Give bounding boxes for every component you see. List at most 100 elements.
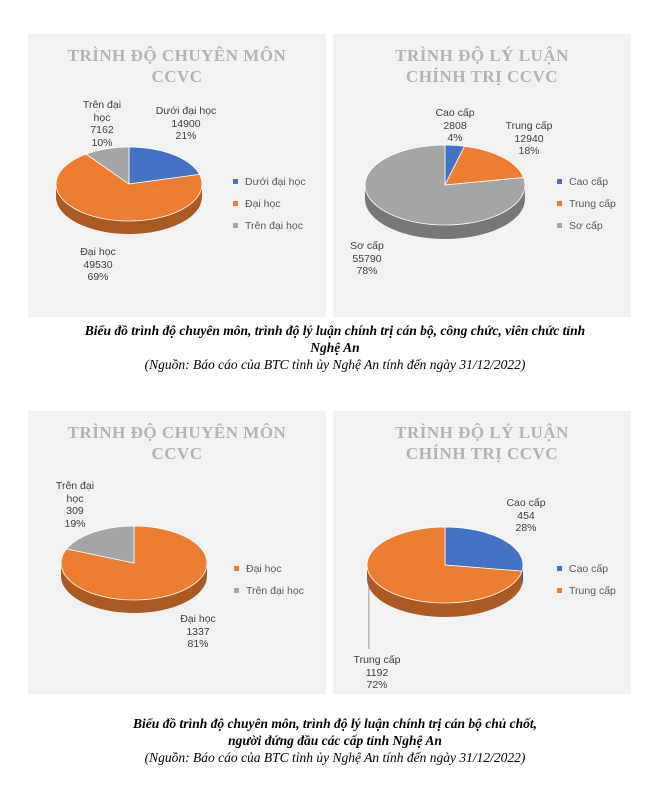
legend-swatch — [557, 223, 562, 228]
legend-item: Trên đại học — [233, 219, 306, 232]
legend-label: Sơ cấp — [569, 219, 603, 232]
caption-title-line: Biểu đồ trình độ chuyên môn, trình độ lý… — [84, 323, 586, 338]
legend-item: Trung cấp — [557, 584, 616, 597]
legend-item: Trung cấp — [557, 197, 616, 210]
data-label-category: Trên đại học — [55, 480, 95, 505]
chart-legend: Cao cấp Trung cấp Sơ cấp — [557, 175, 616, 241]
caption-source: (Nguồn: Báo cáo của BTC tỉnh ủy Nghệ An … — [144, 750, 526, 765]
chart-title-line: TRÌNH ĐỘ CHUYÊN MÔN — [67, 46, 287, 65]
legend-swatch — [233, 223, 238, 228]
data-label-percent: 19% — [64, 517, 86, 530]
pie-slice-side — [61, 563, 207, 613]
data-label: Trên đại học 309 19% — [53, 480, 97, 530]
legend-label: Trung cấp — [569, 197, 616, 210]
data-label-category: Trung cấp — [505, 120, 553, 132]
legend-item: Cao cấp — [557, 562, 616, 575]
legend-swatch — [234, 566, 239, 571]
caption-title-line: Nghệ An — [310, 340, 360, 355]
data-label-percent: 28% — [515, 522, 537, 534]
legend-label: Trên đại học — [245, 219, 303, 232]
legend-label: Cao cấp — [569, 562, 609, 575]
pie-depth — [56, 184, 202, 234]
pie-slice-side — [367, 565, 522, 617]
pie-slice-side — [365, 185, 525, 239]
pie-slice — [128, 146, 201, 185]
pie-slice-side — [521, 565, 523, 586]
legend-swatch — [557, 179, 562, 184]
pie-chart-2 — [364, 144, 526, 239]
data-label-category: Cao cấp — [506, 497, 546, 509]
pie-slice — [444, 145, 525, 186]
data-label-category: Cao cấp — [435, 107, 475, 119]
chart-title-line: CCVC — [151, 67, 203, 86]
pie-slice — [444, 526, 524, 572]
chart-panel-3: TRÌNH ĐỘ CHUYÊN MÔN CCVC Trên đại học 30… — [28, 411, 326, 694]
legend-swatch — [233, 179, 238, 184]
chart-title: TRÌNH ĐỘ CHUYÊN MÔN CCVC — [28, 45, 326, 87]
data-label-value: 14900 — [171, 117, 201, 130]
data-label-value: 309 — [66, 505, 84, 517]
data-label-percent: 72% — [366, 679, 388, 691]
pie-slice — [364, 144, 526, 226]
data-label: Trung cấp 1192 72% — [349, 654, 405, 692]
data-label-category: Trên đại học — [82, 99, 122, 124]
pie-slice-side — [56, 184, 202, 234]
pie-top — [364, 144, 526, 226]
pie-top — [366, 526, 524, 604]
data-label: Trên đại học 7162 10% — [81, 99, 123, 149]
pie-top — [60, 525, 208, 601]
legend-label: Cao cấp — [569, 175, 609, 188]
data-label-category: Trung cấp — [353, 654, 401, 666]
data-label-percent: 18% — [518, 145, 540, 157]
legend-swatch — [234, 588, 239, 593]
pie-chart-3 — [60, 525, 208, 613]
data-label: Dưới đại học 14900 21% — [155, 105, 217, 143]
chart-legend: Dưới đại học Đại học Trên đại học — [233, 175, 306, 241]
figure-caption-1: Biểu đồ trình độ chuyên môn, trình độ lý… — [0, 322, 670, 373]
chart-title-line: CHÍNH TRỊ CCVC — [405, 67, 559, 86]
data-label: Sơ cấp 55790 78% — [340, 240, 394, 278]
legend-item: Đại học — [233, 197, 306, 210]
legend-swatch — [557, 201, 562, 206]
data-label-value: 454 — [517, 509, 535, 522]
legend-swatch — [557, 566, 562, 571]
pie-slice — [85, 146, 130, 185]
legend-label: Trung cấp — [569, 584, 616, 597]
pie-chart-4 — [366, 526, 524, 649]
data-label: Cao cấp 454 28% — [501, 497, 551, 535]
legend-swatch — [557, 588, 562, 593]
pie-depth — [367, 565, 523, 617]
data-label-value: 1192 — [365, 666, 389, 679]
data-label-category: Đại học — [180, 613, 216, 625]
data-label: Trung cấp 12940 18% — [499, 120, 559, 158]
data-label-value: 1337 — [186, 625, 210, 638]
legend-item: Cao cấp — [557, 175, 616, 188]
pie-slice — [55, 153, 203, 222]
chart-title-line: TRÌNH ĐỘ CHUYÊN MÔN — [67, 423, 287, 442]
legend-label: Đại học — [246, 562, 282, 575]
data-label-percent: 4% — [447, 132, 463, 144]
legend-item: Sơ cấp — [557, 219, 616, 232]
chart-title-line: CHÍNH TRỊ CCVC — [405, 444, 559, 463]
data-label-percent: 10% — [91, 136, 113, 149]
legend-label: Dưới đại học — [245, 175, 306, 188]
data-label-value: 12940 — [514, 132, 544, 145]
legend-label: Đại học — [245, 197, 281, 210]
chart-title: TRÌNH ĐỘ LÝ LUẬN CHÍNH TRỊ CCVC — [333, 45, 631, 87]
chart-panel-1: TRÌNH ĐỘ CHUYÊN MÔN CCVC Dưới đại học 14… — [28, 34, 326, 317]
legend-item: Trên đại học — [234, 584, 304, 597]
data-label-category: Sơ cấp — [350, 240, 384, 252]
legend-label: Trên đại học — [246, 584, 304, 597]
data-label-percent: 69% — [87, 271, 109, 283]
legend-item: Đại học — [234, 562, 304, 575]
data-label-percent: 21% — [175, 130, 197, 142]
pie-chart-1 — [55, 146, 203, 234]
pie-top — [55, 146, 203, 222]
chart-title-line: CCVC — [151, 444, 203, 463]
figure-caption-2: Biểu đồ trình độ chuyên môn, trình độ lý… — [0, 715, 670, 766]
chart-legend: Cao cấp Trung cấp — [557, 562, 616, 606]
data-label-value: 49530 — [83, 258, 113, 271]
data-label-percent: 78% — [356, 265, 378, 277]
data-label-value: 2808 — [443, 119, 467, 132]
data-label-value: 7162 — [90, 124, 114, 136]
